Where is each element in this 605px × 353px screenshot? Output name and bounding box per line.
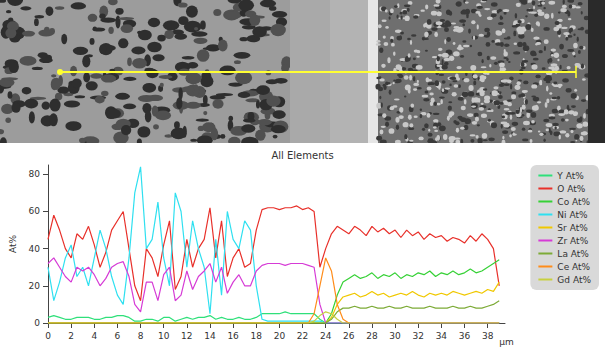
svg-text:0: 0 [34, 318, 40, 328]
svg-text:18: 18 [251, 331, 263, 341]
svg-text:Gd At%: Gd At% [557, 275, 591, 285]
svg-text:28: 28 [366, 331, 378, 341]
svg-text:80: 80 [29, 169, 41, 179]
svg-text:12: 12 [181, 331, 192, 341]
svg-text:20: 20 [29, 281, 41, 291]
svg-text:Co At%: Co At% [557, 197, 590, 207]
svg-text:10: 10 [158, 331, 170, 341]
svg-text:Ce At%: Ce At% [557, 262, 590, 272]
svg-text:La At%: La At% [557, 249, 589, 259]
svg-text:26: 26 [343, 331, 355, 341]
svg-text:0: 0 [45, 331, 51, 341]
svg-text:40: 40 [29, 244, 41, 254]
svg-text:Ni At%: Ni At% [557, 210, 588, 220]
svg-text:30: 30 [389, 331, 401, 341]
svg-text:All Elements: All Elements [271, 150, 333, 161]
svg-text:14: 14 [204, 331, 216, 341]
svg-text:22: 22 [297, 331, 308, 341]
svg-text:6: 6 [115, 331, 121, 341]
svg-text:16: 16 [227, 331, 239, 341]
svg-text:At%: At% [8, 235, 18, 254]
svg-text:Y At%: Y At% [556, 171, 584, 181]
svg-text:38: 38 [482, 331, 494, 341]
svg-text:34: 34 [436, 331, 448, 341]
svg-text:24: 24 [320, 331, 332, 341]
svg-text:Zr At%: Zr At% [557, 236, 588, 246]
svg-text:Sr At%: Sr At% [557, 223, 588, 233]
svg-text:60: 60 [29, 206, 41, 216]
svg-text:µm: µm [499, 337, 514, 347]
svg-text:2: 2 [68, 331, 74, 341]
svg-text:20: 20 [274, 331, 286, 341]
svg-text:8: 8 [138, 331, 144, 341]
svg-text:36: 36 [459, 331, 471, 341]
svg-text:4: 4 [91, 331, 97, 341]
svg-text:32: 32 [413, 331, 424, 341]
svg-text:O At%: O At% [557, 184, 585, 194]
